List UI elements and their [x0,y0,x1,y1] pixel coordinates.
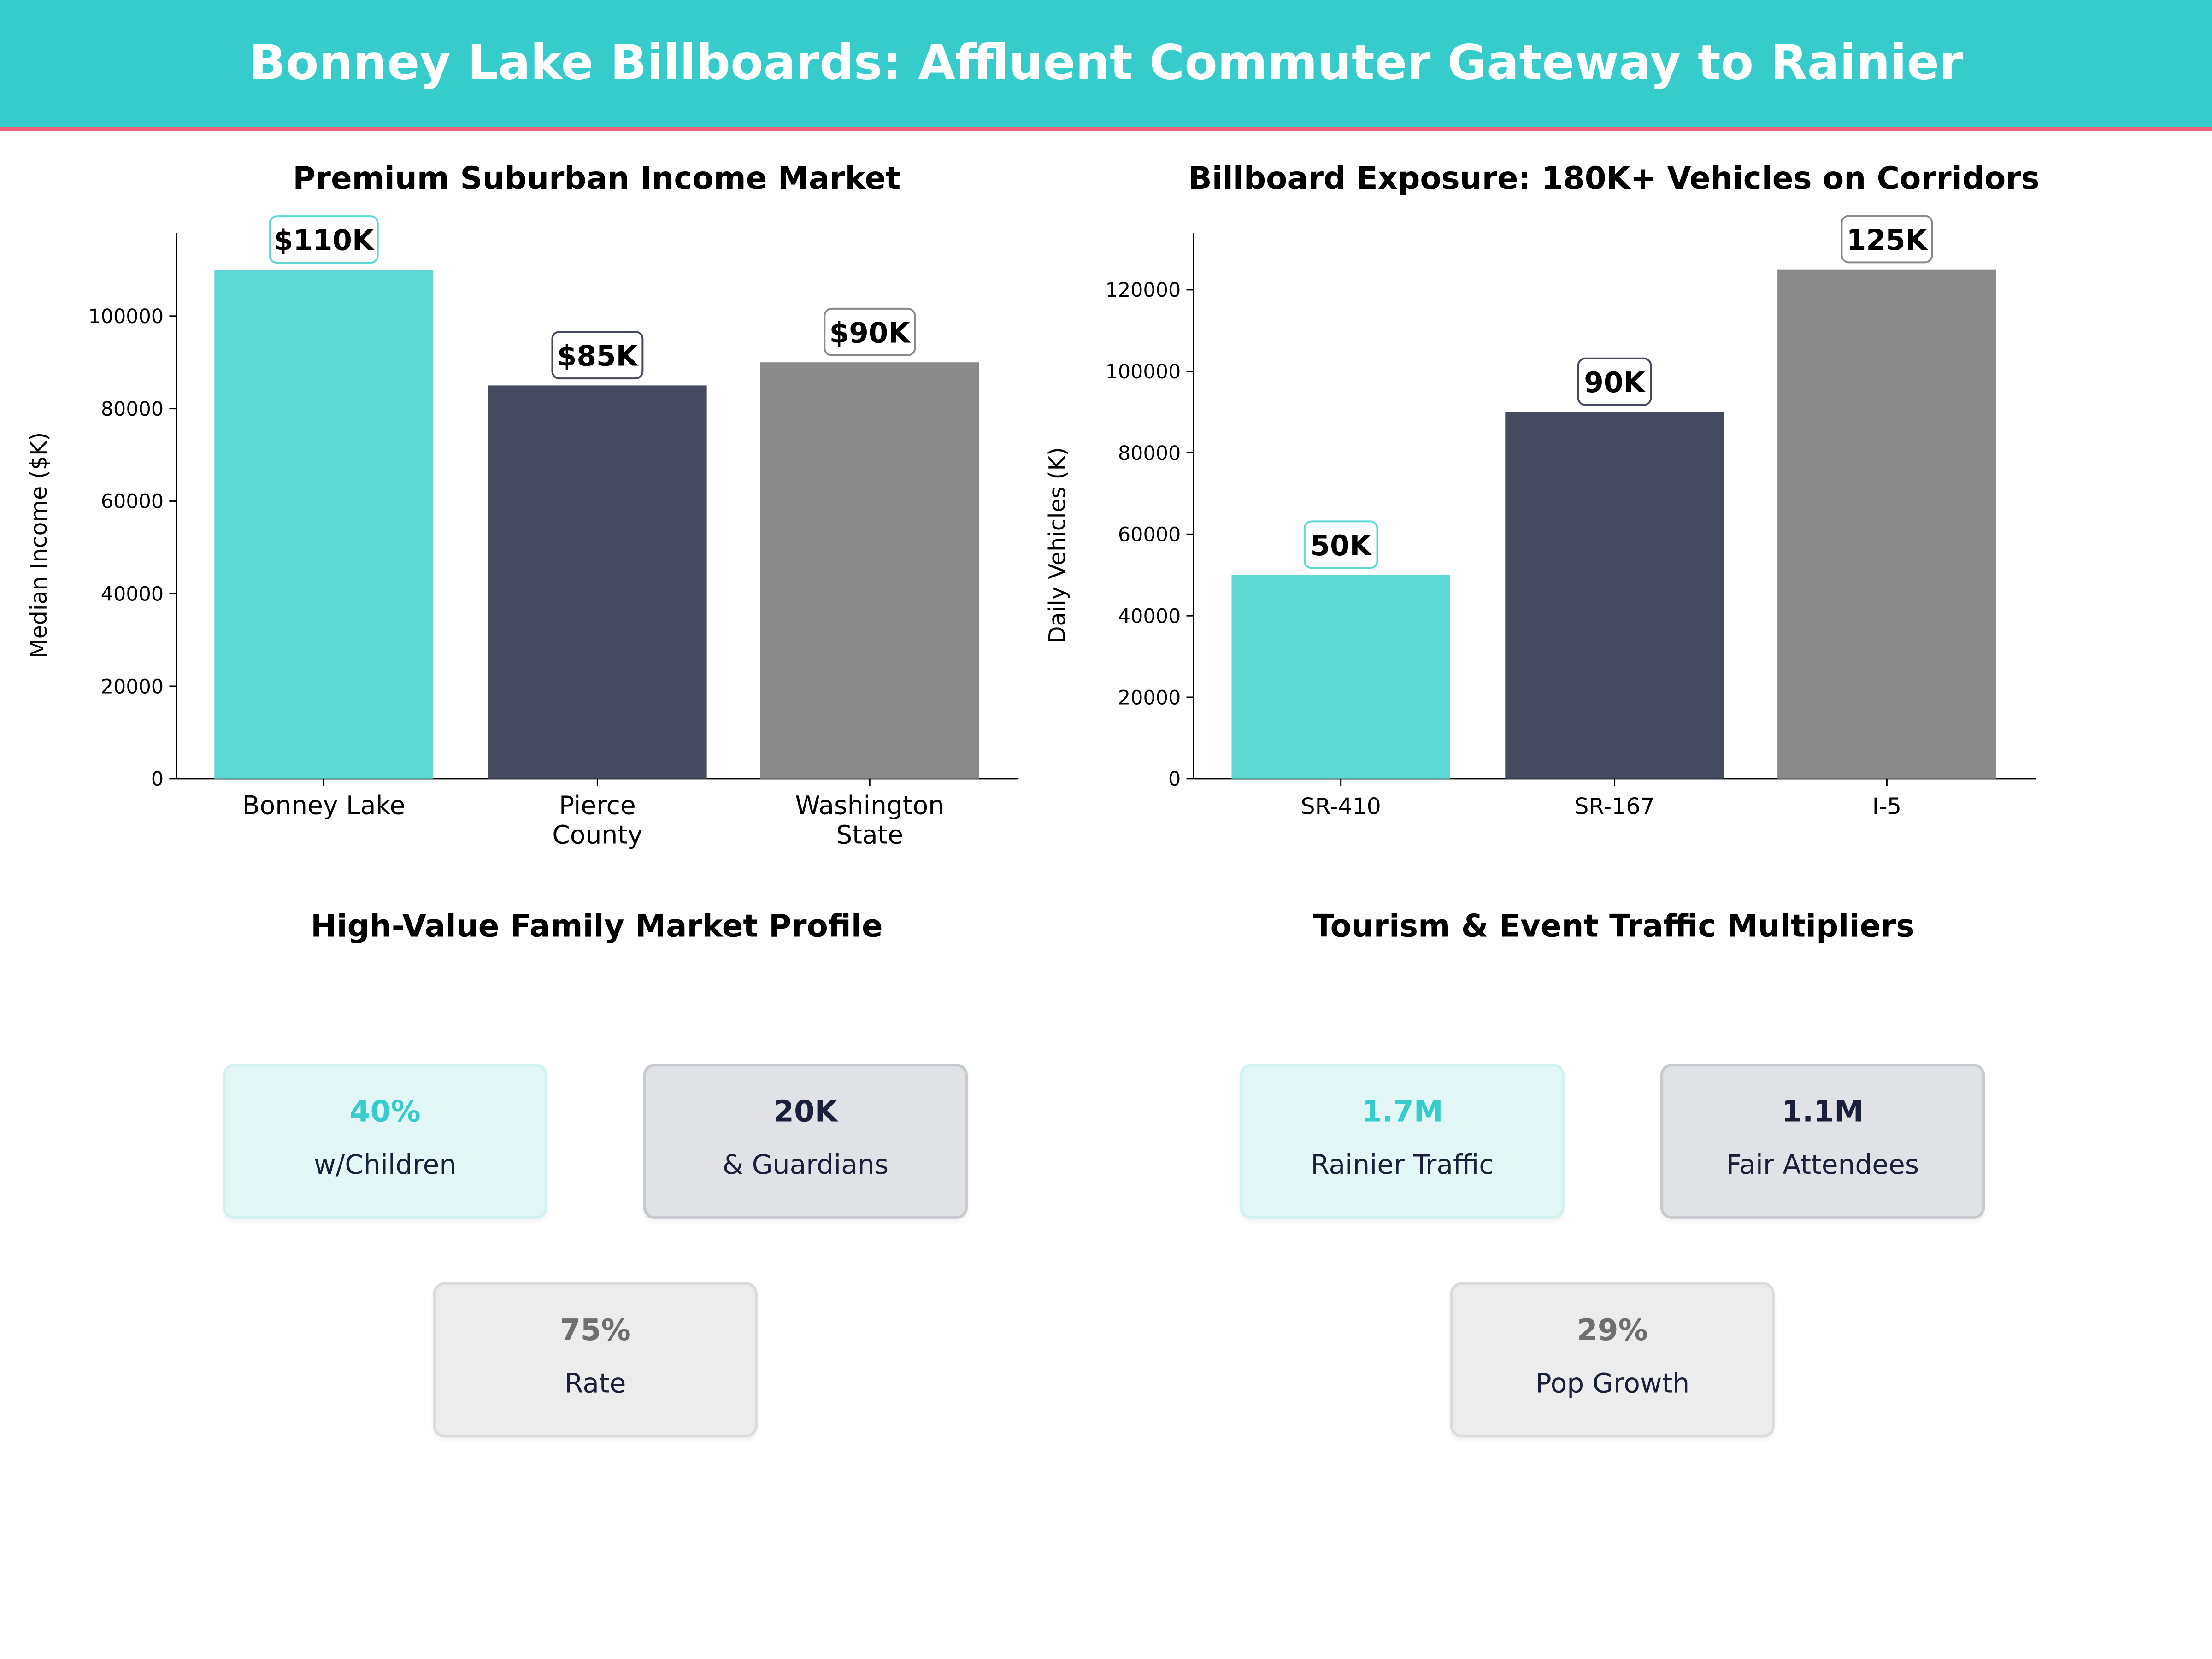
stat-card-children: 40% w/Children [223,1064,547,1219]
data-label-box [551,331,644,380]
tourism-section-title: Tourism & Event Traffic Multipliers [1313,910,1915,946]
stat-value: 1.7M [1361,1094,1443,1129]
stat-value: 1.1M [1782,1094,1864,1129]
x-tick-label: County [552,820,642,850]
family-section-title: High-Value Family Market Profile [311,910,883,946]
bar-charts: 0 20000 40000 60000 80000 100000 Median Income… [26,215,2036,850]
bar [1777,269,1996,779]
data-label-box [1303,520,1378,569]
y-tick-label: 20000 [1118,686,1181,709]
header-banner: Bonney Lake Billboards: Affluent Commute… [0,0,2212,131]
data-label: 125K [1847,224,1929,257]
y-axis-label: Median Income ($K) [26,432,52,659]
income-chart-title: Premium Suburban Income Market [293,162,901,198]
y-tick-label: 100000 [88,305,164,328]
y-tick-label: 100000 [1106,360,1181,383]
stat-card-guardians: 20K & Guardians [643,1064,968,1219]
traffic-chart-title: Billboard Exposure: 180K+ Vehicles on Co… [1188,162,2040,198]
data-label-box [1841,215,1933,264]
data-label: $110K [274,224,375,257]
data-label-box [1577,357,1652,406]
stat-card-fair-attendees: 1.1M Fair Attendees [1660,1064,1985,1219]
y-axis-label: Daily Vehicles (K) [1044,447,1071,643]
stat-card-rainier-traffic: 1.7M Rainier Traffic [1240,1064,1565,1219]
stat-value: 20K [773,1094,838,1129]
stat-label: Pop Growth [1535,1368,1690,1400]
bar [1231,575,1450,779]
bar [760,362,979,779]
y-tick-label: 40000 [1118,605,1181,628]
stat-label: Fair Attendees [1726,1149,1919,1181]
page-title: Bonney Lake Billboards: Affluent Commute… [249,35,1963,92]
y-tick-label: 120000 [1106,279,1181,302]
bar [488,385,707,779]
x-tick-label: Washington [795,790,944,820]
x-tick-label: Bonney Lake [242,790,406,820]
stat-label: w/Children [314,1149,457,1181]
y-tick-label: 60000 [1118,524,1181,547]
y-tick-label: 40000 [101,583,164,606]
stat-card-pop-growth: 29% Pop Growth [1450,1282,1775,1438]
stat-value: 40% [349,1094,421,1129]
x-tick-label: SR-410 [1301,793,1381,819]
data-label: 50K [1310,529,1372,562]
bar [1505,412,1724,779]
x-tick-label: Pierce [559,790,636,820]
stat-value: 75% [559,1313,631,1347]
stat-value: 29% [1577,1313,1648,1347]
y-tick-label: 80000 [1118,442,1181,465]
x-tick-label: I-5 [1872,793,1901,819]
data-label-box [824,307,916,356]
stat-card-rate: 75% Rate [433,1282,758,1438]
stat-label: & Guardians [722,1149,889,1181]
stat-label: Rainier Traffic [1311,1149,1494,1181]
data-label: 90K [1584,366,1646,399]
y-tick-label: 80000 [101,398,164,421]
y-tick-label: 60000 [101,490,164,513]
y-tick-label: 0 [151,768,164,791]
bar [214,270,433,779]
stat-label: Rate [565,1368,626,1400]
y-tick-label: 0 [1168,768,1181,791]
data-label: $85K [557,340,639,373]
data-label-box [269,215,379,264]
x-tick-label: State [836,820,903,850]
data-label: $90K [830,317,912,349]
x-tick-label: SR-167 [1574,793,1654,819]
y-tick-label: 20000 [101,675,164,698]
